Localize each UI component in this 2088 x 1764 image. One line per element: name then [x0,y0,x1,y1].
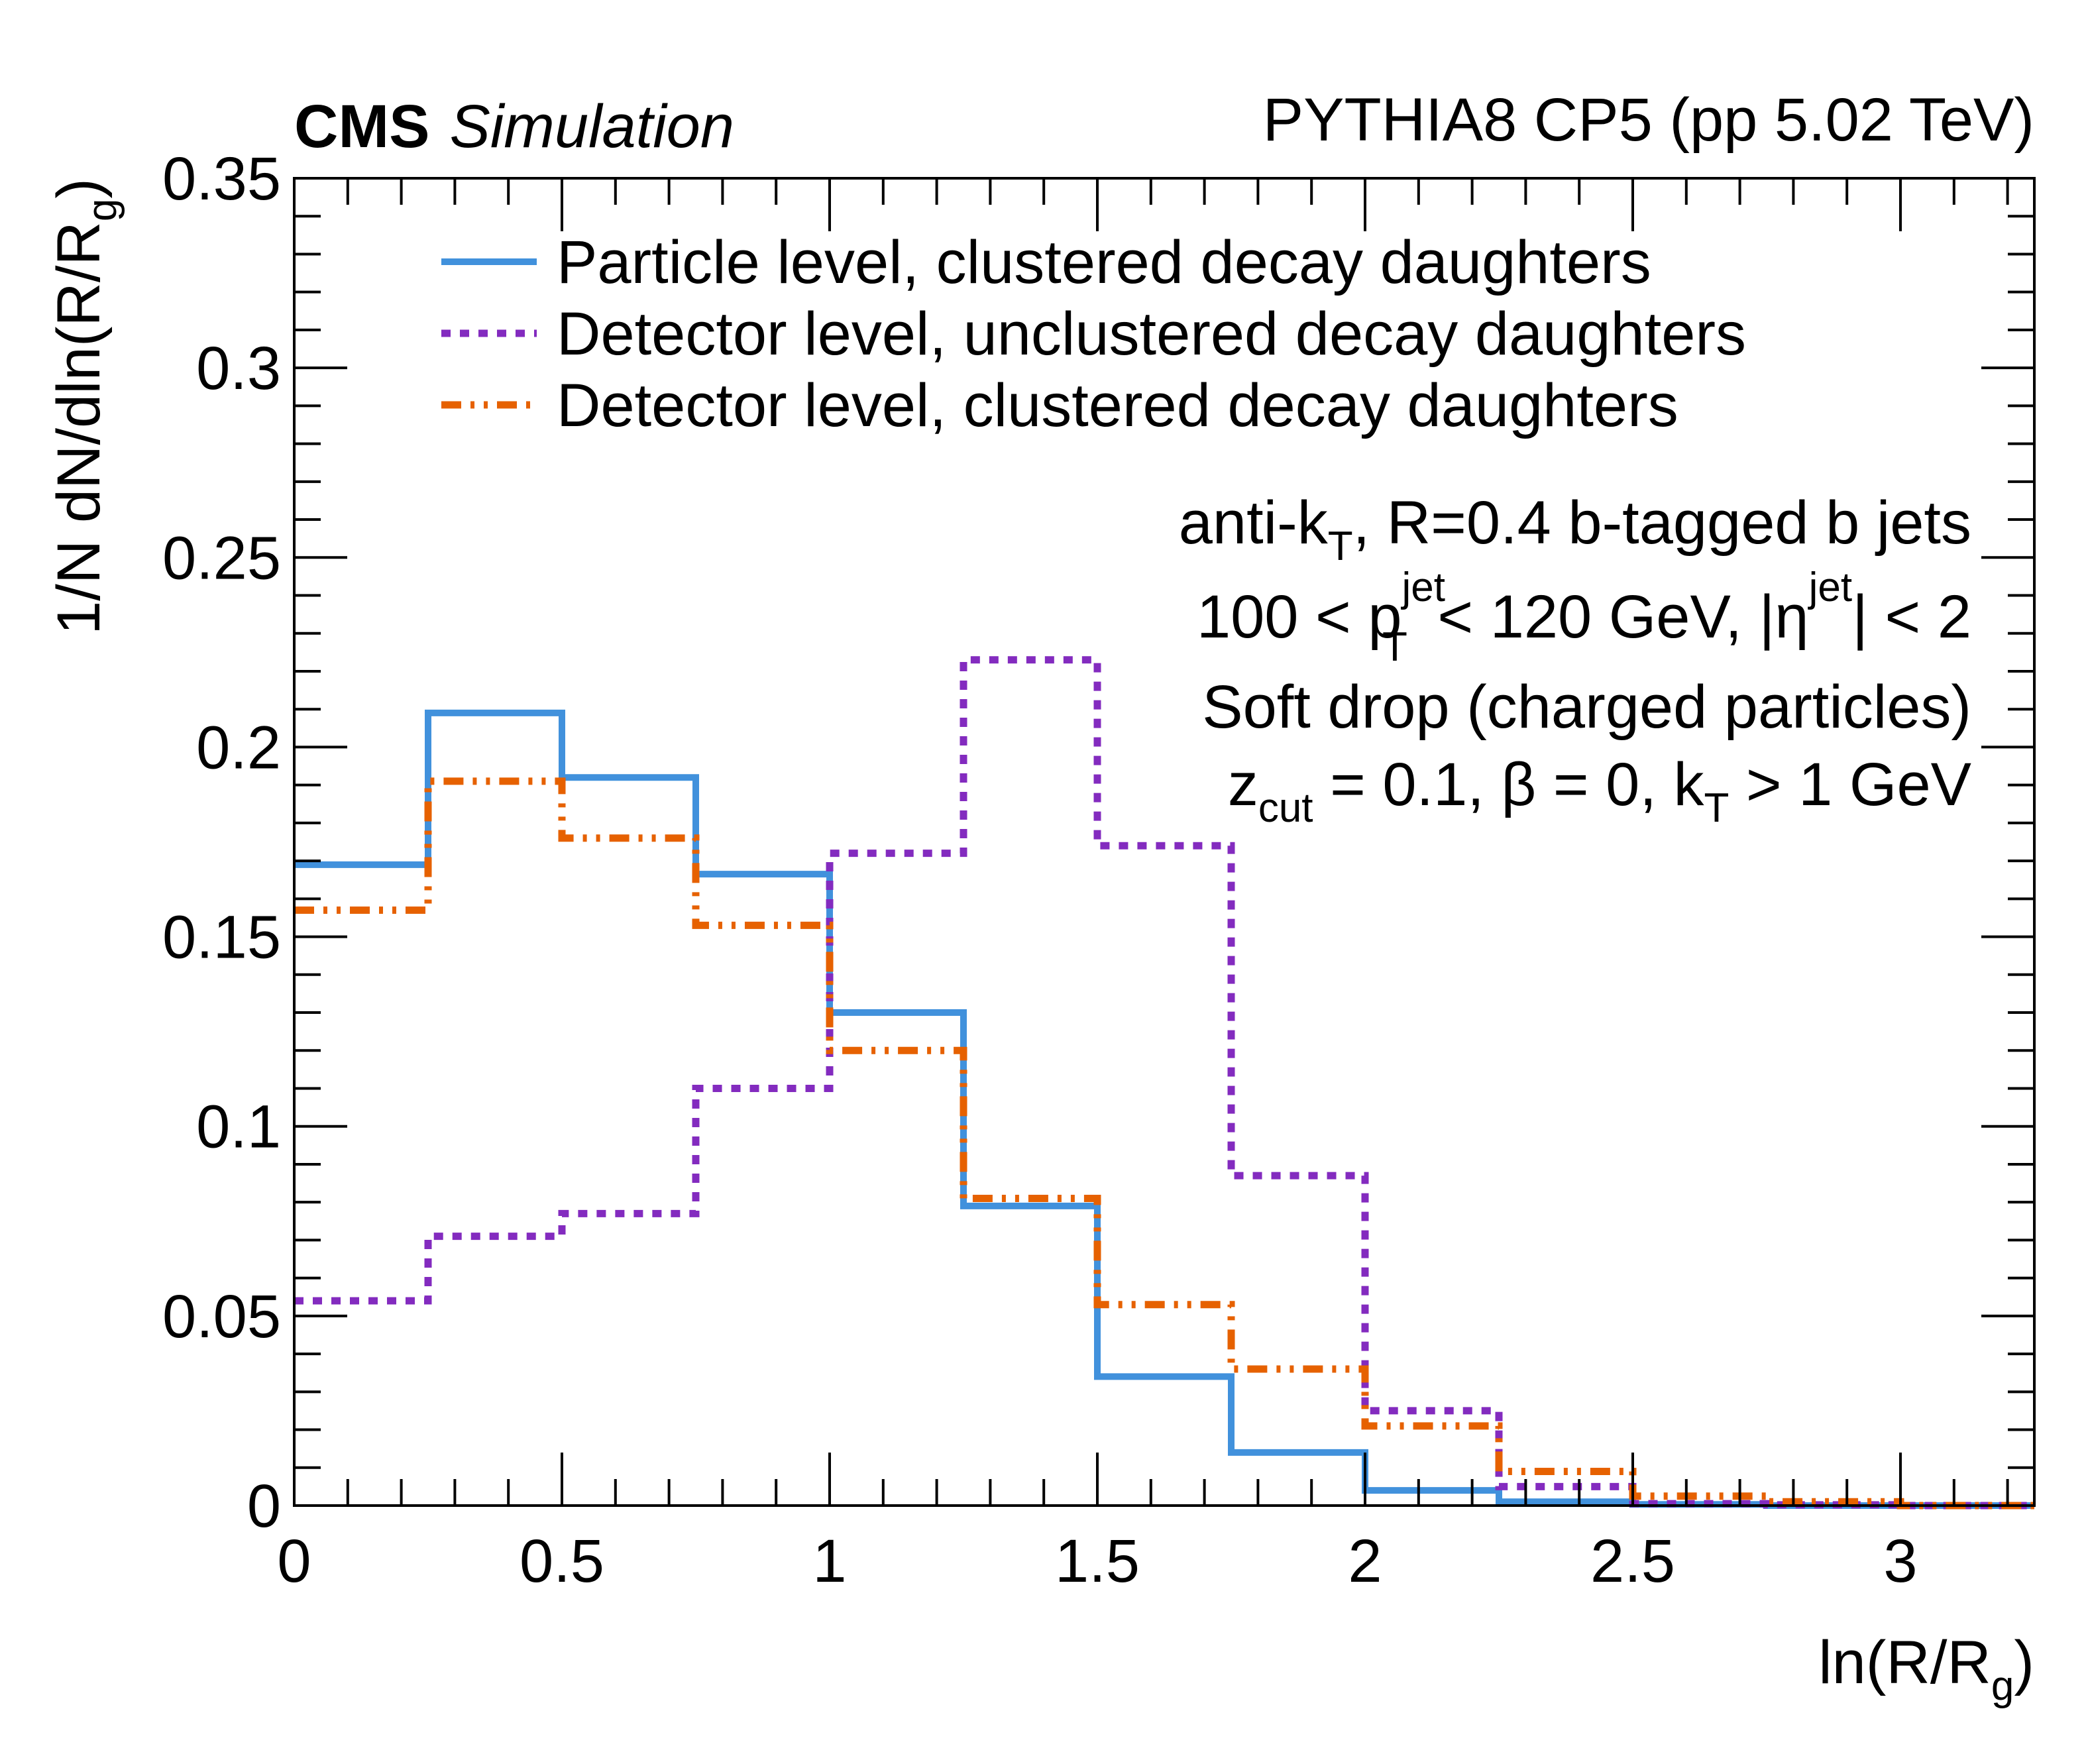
plot-frame [293,177,2036,1507]
x-tick-label: 2 [1348,1527,1382,1595]
x-tick-label: 1 [812,1527,846,1595]
generator-label: PYTHIA8 CP5 (pp 5.02 TeV) [1263,86,2034,154]
y-tick-label: 0.3 [196,335,281,402]
tick-labels: 0 0.5 1 1.5 2 2.5 3 0 0.05 0.1 0.15 0.2 0.25 0.3 0.35 [162,145,1918,1595]
y-tick-label: 0.2 [196,714,281,781]
legend-label: Detector level, unclustered decay daught… [557,300,1746,368]
legend: Particle level, clustered decay daughter… [441,229,1746,439]
y-tick-label: 0.05 [162,1283,281,1351]
y-tick-label: 0.1 [196,1093,281,1161]
annotation-softdrop: Soft drop (charged particles) [1202,673,1971,741]
x-tick-label: 3 [1883,1527,1917,1595]
y-tick-label: 0.25 [162,524,281,592]
y-tick-label: 0.15 [162,904,281,971]
annotation-sd-params: zcut = 0.1, β = 0, kT > 1 GeV [1228,751,1971,831]
x-tick-label: 2.5 [1590,1527,1675,1595]
x-tick-label: 1.5 [1055,1527,1140,1595]
x-tick-label: 0.5 [520,1527,604,1595]
legend-label: Particle level, clustered decay daughter… [557,229,1651,296]
series-3-step-line [294,777,2034,1510]
annotation-block: anti-kT, R=0.4 b-tagged b jets 100 < pje… [1179,489,1971,831]
x-tick-label: 0 [277,1527,311,1595]
y-tick-label: 0 [247,1472,281,1540]
series-2-step-line [294,656,2034,1510]
legend-label: Detector level, clustered decay daughter… [557,372,1678,439]
cms-label: CMS Simulation [294,93,734,160]
annotation-jets: anti-kT, R=0.4 b-tagged b jets [1179,489,1971,569]
annotation-kinematics: 100 < pjet T < 120 GeV, |ηjet| < 2 [1197,565,1971,670]
axis-ticks [293,177,2034,1507]
y-tick-label: 0.35 [162,145,281,213]
series-1-step-line [294,709,2034,1509]
x-axis-label: ln(R/Rg) [1818,1629,2034,1709]
y-axis-label: 1/N dN/dln(R/Rg) [45,178,125,635]
